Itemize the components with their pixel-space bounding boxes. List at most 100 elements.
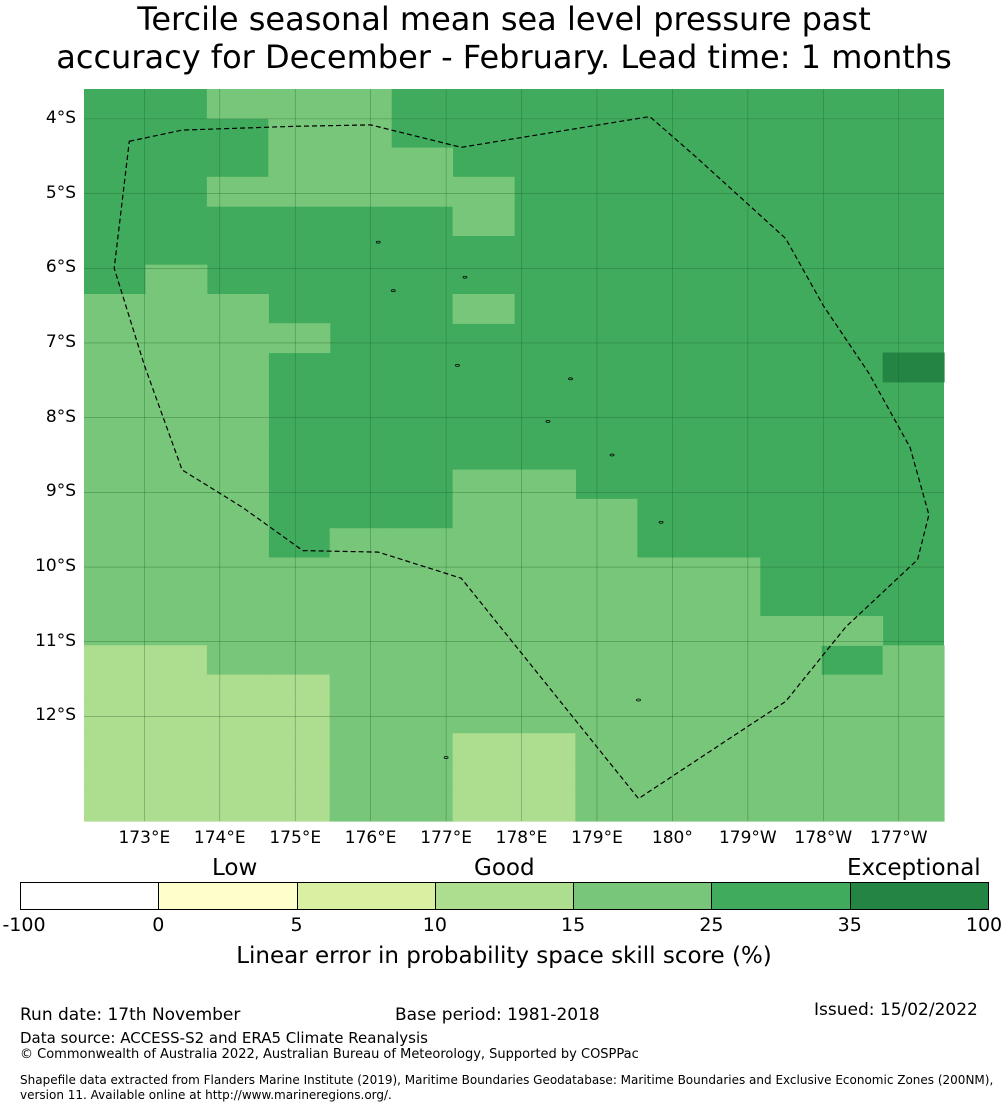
skill-cell (145, 264, 208, 295)
skill-cell (84, 645, 146, 676)
skill-cell (575, 557, 638, 588)
skill-cell (882, 352, 945, 383)
colorbar-segment (573, 882, 713, 910)
skill-cell (391, 616, 454, 646)
skill-cell (84, 323, 146, 354)
skill-cell (759, 645, 822, 676)
skill-cell (206, 616, 269, 646)
skill-cell (145, 616, 208, 646)
skill-cell (575, 498, 638, 529)
skill-cell (452, 703, 515, 734)
skill-cell (882, 703, 945, 734)
skill-cell (145, 586, 208, 617)
colorbar-tick-label: -100 (2, 914, 46, 936)
skill-cell (206, 703, 269, 734)
skill-cell (698, 762, 761, 793)
skill-cell (514, 557, 576, 588)
lon-label: 178°E (495, 828, 548, 848)
skill-cell (391, 674, 454, 705)
colorbar-segment (20, 882, 160, 910)
skill-cell (268, 586, 331, 617)
skill-cell (514, 762, 576, 793)
colorbar-tick-label: 10 (422, 914, 447, 936)
skill-cell (206, 733, 269, 764)
lat-label: 12°S (35, 705, 76, 726)
skill-cell (206, 176, 269, 207)
lon-label: 179°E (571, 828, 623, 848)
skill-cell (329, 616, 392, 646)
lon-label: 178°W (794, 828, 853, 848)
data-source: Data source: ACCESS-S2 and ERA5 Climate … (20, 1029, 428, 1047)
skill-cell (452, 557, 515, 588)
lon-label: 175°E (269, 828, 322, 848)
skill-cell (452, 528, 515, 559)
skill-cell (84, 762, 146, 793)
skill-cell (206, 323, 269, 354)
skill-cell (268, 89, 331, 119)
skill-cell (636, 616, 699, 646)
skill-cell (514, 733, 576, 764)
lon-label: 180° (651, 828, 693, 848)
skill-cell (206, 352, 269, 383)
skill-cell (514, 469, 576, 500)
skill-cell (759, 733, 822, 764)
skill-cell (268, 674, 331, 705)
colorbar-tick-label: 0 (152, 914, 165, 936)
skill-cell (329, 528, 392, 559)
skill-cell (84, 381, 146, 412)
skill-cell (759, 616, 822, 646)
skill-cell (821, 733, 884, 764)
skill-cell (698, 586, 761, 617)
skill-cell (821, 791, 884, 822)
category-low: Low (212, 855, 258, 881)
skill-cell (206, 381, 269, 412)
skill-cell (759, 791, 822, 822)
skill-cell (268, 176, 331, 207)
skill-cell (514, 586, 576, 617)
skill-cell (84, 703, 146, 734)
colorbar-segment (296, 882, 436, 910)
island-outline (390, 289, 396, 293)
eez-boundary (113, 115, 930, 800)
skill-cell (575, 703, 638, 734)
skill-cell (84, 586, 146, 617)
skill-cell (206, 411, 269, 441)
skill-cell (84, 791, 146, 822)
skill-score-map (84, 89, 945, 822)
skill-cell (329, 147, 392, 178)
skill-cell (514, 674, 576, 705)
colorbar-segment (434, 882, 575, 910)
colorbar-tick-label: 100 (965, 914, 1003, 936)
skill-cell (391, 645, 454, 676)
island-outline (443, 756, 449, 759)
island-outline (636, 698, 641, 702)
skill-cell (329, 645, 392, 676)
skill-cell (636, 645, 699, 676)
skill-cell (145, 791, 208, 822)
skill-cell (452, 206, 515, 236)
skill-cell (575, 616, 638, 646)
skill-cell (698, 557, 761, 588)
skill-cell (452, 645, 515, 676)
skill-cell (759, 762, 822, 793)
skill-cell (84, 616, 146, 646)
skill-cell (514, 645, 576, 676)
skill-cell (882, 674, 945, 705)
skill-cell (452, 616, 515, 646)
skill-cell (452, 586, 515, 617)
lon-label: 173°E (118, 828, 171, 848)
skill-cell (206, 557, 269, 588)
skill-cell (268, 645, 331, 676)
skill-cell (575, 645, 638, 676)
lat-label: 10°S (35, 556, 76, 577)
colorbar-segment (158, 882, 298, 910)
skill-cell (84, 440, 146, 471)
lon-label: 177°E (420, 828, 472, 848)
shapefile-credit-2: version 11. Available online at http://w… (20, 1088, 392, 1102)
skill-cell (206, 89, 269, 119)
skill-cell (268, 147, 331, 178)
lat-label: 7°S (45, 331, 76, 352)
skill-cell (145, 733, 208, 764)
skill-cell (575, 791, 638, 822)
skill-cell (821, 703, 884, 734)
